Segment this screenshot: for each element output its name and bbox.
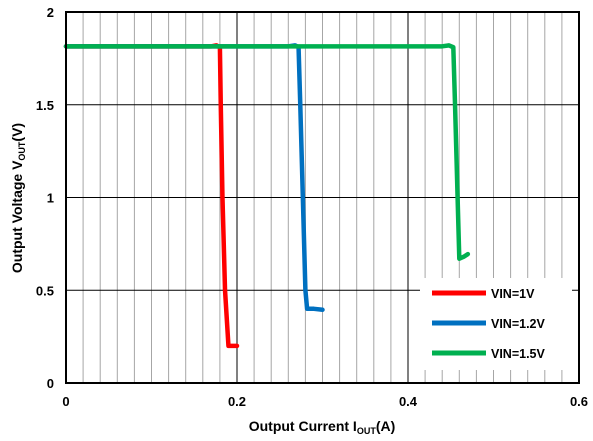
legend-label-vin-1v: VIN=1V xyxy=(491,287,535,301)
plot-area-border xyxy=(65,11,580,384)
y-axis-title: Output Voltage VOUT(V) xyxy=(9,123,27,273)
x-tick-label: 0.6 xyxy=(570,394,588,409)
x-tick-label: 0.2 xyxy=(228,394,246,409)
x-axis-title: Output Current IOUT(A) xyxy=(249,418,396,436)
y-tick-label: 1 xyxy=(47,191,54,206)
legend-label-vin-1-2v: VIN=1.2V xyxy=(491,317,546,331)
series-group xyxy=(63,43,471,349)
tick-labels: 0 0.2 0.4 0.6 0 0.5 1 1.5 2 xyxy=(36,5,588,409)
legend: VIN=1V VIN=1.2V VIN=1.5V xyxy=(420,278,572,370)
x-tick-label: 0 xyxy=(62,394,69,409)
y-tick-label: 1.5 xyxy=(36,98,54,113)
x-tick-label: 0.4 xyxy=(399,394,418,409)
series-line-vin-1-5v xyxy=(63,43,471,261)
y-tick-label: 2 xyxy=(47,5,54,20)
y-tick-label: 0 xyxy=(47,376,54,391)
legend-label-vin-1-5v: VIN=1.5V xyxy=(491,347,546,361)
y-tick-label: 0.5 xyxy=(36,283,54,298)
